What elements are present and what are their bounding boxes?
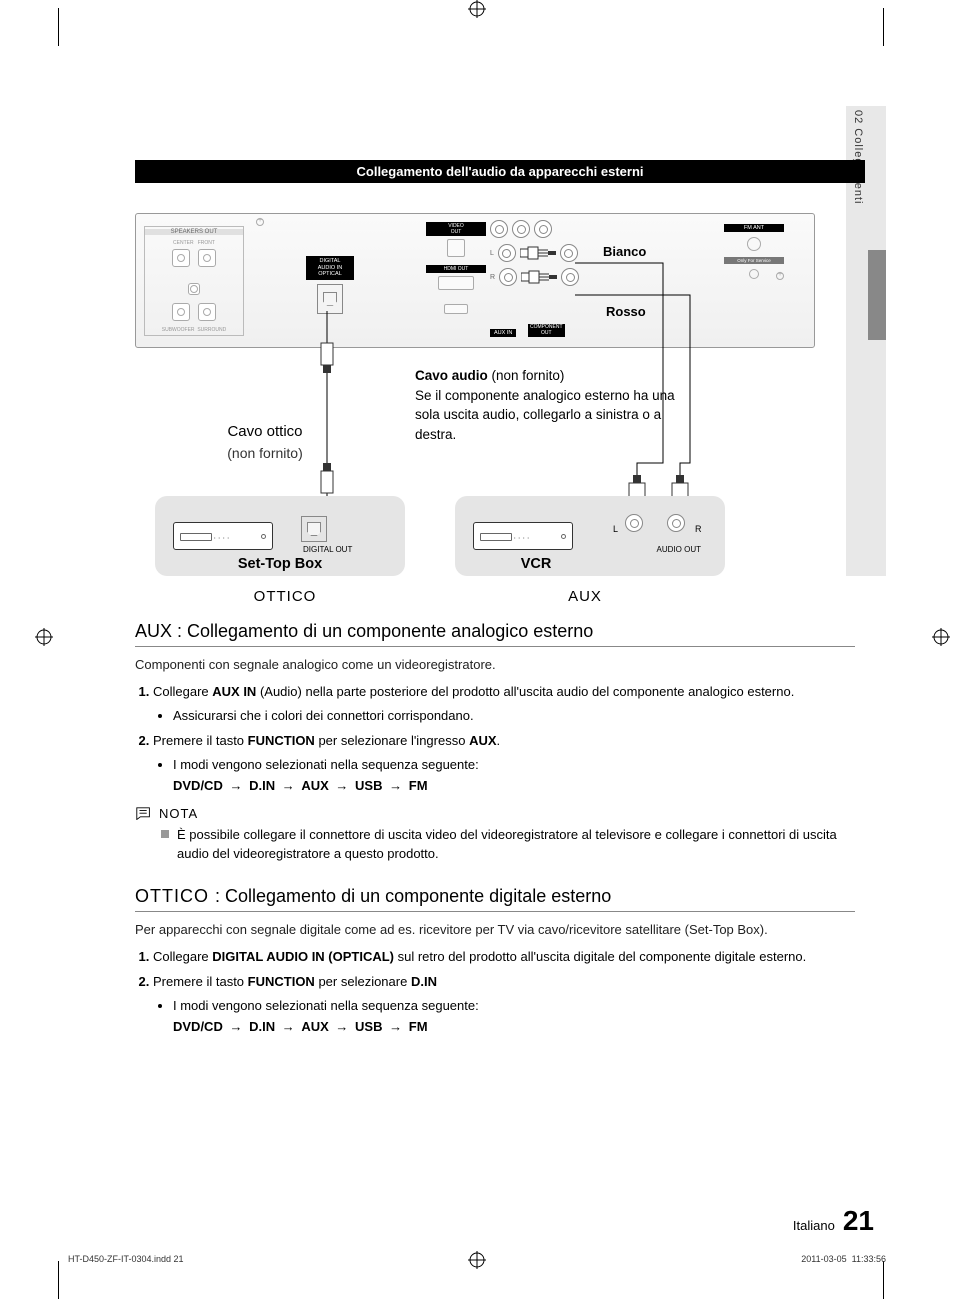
video-out-label: VIDEO OUT bbox=[426, 222, 486, 236]
mode-sequence: DVD/CD → D.IN → AUX → USB → FM bbox=[173, 776, 835, 796]
aux-in-label: AUX IN bbox=[490, 329, 516, 337]
chapter-tab-label: 02 Collegamenti bbox=[852, 110, 864, 205]
stb-device-icon: • • • • bbox=[173, 522, 273, 550]
trim-line bbox=[883, 8, 884, 46]
indd-timestamp: 2011-03-05 ‎ 11:33:56 bbox=[801, 1254, 886, 1264]
footer-page-number: 21 bbox=[843, 1205, 874, 1237]
indd-filename: HT-D450-ZF-IT-0304.indd 21 bbox=[68, 1254, 184, 1264]
note-icon bbox=[135, 806, 153, 820]
channel-r: R bbox=[490, 274, 495, 281]
hdmi-port bbox=[438, 276, 474, 290]
ottico-label: OTTICO bbox=[225, 588, 345, 605]
cable-optical-sublabel: (non fornito) bbox=[195, 445, 335, 461]
nota-bullet: È possibile collegare il connettore di u… bbox=[161, 825, 851, 864]
ottico-step-1: Collegare DIGITAL AUDIO IN (OPTICAL) sul… bbox=[153, 947, 835, 967]
crop-mark-top bbox=[468, 0, 486, 18]
service-jack bbox=[749, 269, 759, 279]
optical-label: DIGITAL AUDIO INOPTICAL bbox=[306, 256, 354, 280]
cable-optical-label: Cavo ottico bbox=[195, 423, 335, 440]
hdmi-out-label: HDMI OUT bbox=[426, 265, 486, 273]
connection-diagram: SPEAKERS OUT CENTER FRONT SUBWOOFER SURR… bbox=[135, 213, 855, 613]
speaker-row-label: SUBWOOFER SURROUND bbox=[145, 327, 243, 333]
hdmi-port bbox=[444, 304, 468, 314]
video-out-port bbox=[447, 239, 465, 257]
nota-row: NOTA bbox=[135, 806, 835, 821]
optical-in-block: DIGITAL AUDIO INOPTICAL bbox=[306, 256, 354, 314]
device-rear-panel: SPEAKERS OUT CENTER FRONT SUBWOOFER SURR… bbox=[135, 213, 815, 348]
cable-audio-note: Cavo audio (non fornito) Se il component… bbox=[415, 366, 675, 444]
trim-line bbox=[883, 1261, 884, 1299]
channel-l: L bbox=[613, 524, 618, 534]
aux-label: AUX bbox=[535, 588, 635, 605]
cable-audio-body: Se il componente analogico esterno ha un… bbox=[415, 388, 675, 442]
fm-antenna-block: FM ANT Only For Service bbox=[724, 224, 784, 284]
rca-plug-icon bbox=[521, 270, 557, 284]
optical-port-icon bbox=[317, 284, 343, 314]
aux-step-2: Premere il tasto FUNCTION per selezionar… bbox=[153, 731, 835, 796]
digital-out-port bbox=[301, 516, 327, 542]
rca-jack-r bbox=[667, 514, 685, 532]
digital-out-label: DIGITAL OUT bbox=[303, 545, 352, 554]
ottico-intro: Per apparecchi con segnale digitale come… bbox=[135, 922, 855, 937]
mode-sequence: DVD/CD → D.IN → AUX → USB → FM bbox=[173, 1017, 835, 1037]
crop-mark-right bbox=[932, 628, 950, 646]
fm-jack bbox=[747, 237, 761, 251]
trim-line bbox=[58, 1261, 59, 1299]
aux-step1-bullet: Assicurarsi che i colori dei connettori … bbox=[173, 706, 835, 726]
nota-label: NOTA bbox=[159, 806, 198, 821]
stb-title: Set-Top Box bbox=[238, 556, 322, 572]
indd-footer: HT-D450-ZF-IT-0304.indd 21 2011-03-05 ‎ … bbox=[68, 1254, 886, 1264]
audio-out-label: AUDIO OUT bbox=[657, 545, 701, 554]
aux-steps: Collegare AUX IN (Audio) nella parte pos… bbox=[135, 682, 835, 796]
color-label-red: Rosso bbox=[606, 304, 646, 319]
speakers-out-label: SPEAKERS OUT bbox=[145, 229, 243, 235]
aux-step2-bullet: I modi vengono selezionati nella sequenz… bbox=[173, 755, 835, 775]
footer-language: Italiano bbox=[793, 1218, 835, 1233]
component-out-label: COMPONENT OUT bbox=[528, 324, 565, 337]
color-label-white: Bianco bbox=[603, 244, 646, 259]
fm-ant-label: FM ANT bbox=[724, 224, 784, 232]
cable-audio-note-sub: (non fornito) bbox=[492, 368, 565, 383]
vcr-device-icon: • • • • bbox=[473, 522, 573, 550]
section-title-bar: Collegamento dell'audio da apparecchi es… bbox=[135, 160, 865, 183]
page-footer: Italiano 21 bbox=[793, 1205, 874, 1237]
rca-jack-l bbox=[625, 514, 643, 532]
channel-r: R bbox=[695, 524, 702, 534]
chapter-tab-marker bbox=[868, 250, 886, 340]
ottico-step-2: Premere il tasto FUNCTION per selezionar… bbox=[153, 972, 835, 1037]
cable-audio-title: Cavo audio bbox=[415, 368, 488, 383]
aux-heading: AUX : Collegamento di un componente anal… bbox=[135, 621, 855, 647]
aux-intro: Componenti con segnale analogico come un… bbox=[135, 657, 855, 672]
video-hdmi-block: VIDEO OUT HDMI OUT bbox=[426, 222, 486, 317]
speaker-row-label: CENTER FRONT bbox=[145, 240, 243, 246]
aux-step-1: Collegare AUX IN (Audio) nella parte pos… bbox=[153, 682, 835, 725]
vcr-title: VCR bbox=[521, 556, 552, 572]
ottico-heading: OTTICO : Collegamento di un componente d… bbox=[135, 886, 855, 912]
rca-jacks-group: L R bbox=[490, 220, 570, 292]
rca-plug-icon bbox=[520, 246, 556, 260]
nota-text: È possibile collegare il connettore di u… bbox=[177, 825, 851, 864]
set-top-box: • • • • DIGITAL OUT Set-Top Box bbox=[155, 496, 405, 576]
speakers-out-block: SPEAKERS OUT CENTER FRONT SUBWOOFER SURR… bbox=[144, 226, 244, 336]
service-label: Only For Service bbox=[724, 257, 784, 264]
vcr-box: • • • • L R AUDIO OUT VCR bbox=[455, 496, 725, 576]
trim-line bbox=[58, 8, 59, 46]
ottico-step2-bullet: I modi vengono selezionati nella sequenz… bbox=[173, 996, 835, 1016]
channel-l: L bbox=[490, 250, 494, 257]
screw-icon bbox=[256, 218, 264, 226]
crop-mark-left bbox=[35, 628, 53, 646]
bullet-square-icon bbox=[161, 830, 169, 838]
ottico-steps: Collegare DIGITAL AUDIO IN (OPTICAL) sul… bbox=[135, 947, 835, 1037]
